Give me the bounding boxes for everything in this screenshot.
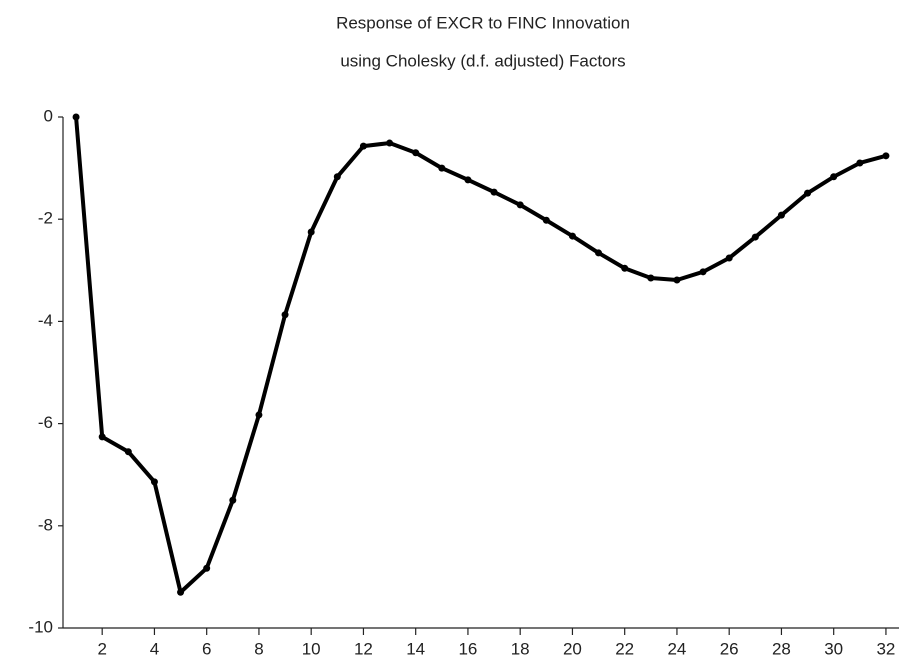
y-tick-label: -2 <box>38 209 53 228</box>
data-point <box>359 142 367 150</box>
data-point <box>333 173 341 181</box>
x-tick-label: 18 <box>511 639 530 658</box>
data-point <box>856 159 864 167</box>
data-point <box>150 478 158 486</box>
data-point <box>203 564 211 572</box>
data-point <box>386 139 394 147</box>
data-point <box>412 149 420 157</box>
data-point <box>464 176 472 184</box>
y-tick-label: -6 <box>38 413 53 432</box>
x-tick-label: 6 <box>202 639 211 658</box>
series-line <box>74 116 887 595</box>
y-tick-label: 0 <box>44 106 53 125</box>
data-point <box>568 232 576 240</box>
x-tick-label: 26 <box>720 639 739 658</box>
data-point <box>595 249 603 257</box>
x-tick-label: 22 <box>615 639 634 658</box>
y-tick-label: -4 <box>38 311 53 330</box>
data-point <box>281 311 289 319</box>
data-point <box>699 268 707 276</box>
data-point <box>124 448 132 456</box>
x-tick-label: 8 <box>254 639 263 658</box>
data-point <box>647 274 655 282</box>
chart-subtitle: using Cholesky (d.f. adjusted) Factors <box>340 51 625 70</box>
data-point <box>490 188 498 196</box>
data-point <box>830 173 838 181</box>
data-point <box>255 411 263 419</box>
x-tick-label: 10 <box>302 639 321 658</box>
x-tick-label: 24 <box>667 639 686 658</box>
y-tick-label: -10 <box>28 617 53 636</box>
data-point <box>438 164 446 172</box>
x-tick-label: 20 <box>563 639 582 658</box>
data-point <box>777 211 785 219</box>
data-point <box>229 496 237 504</box>
x-tick-label: 14 <box>406 639 425 658</box>
data-point <box>516 201 524 209</box>
data-point <box>725 254 733 262</box>
data-point <box>72 113 80 121</box>
y-tick-label: -8 <box>38 515 53 534</box>
data-point <box>621 264 629 272</box>
x-tick-label: 2 <box>97 639 106 658</box>
x-tick-label: 28 <box>772 639 791 658</box>
x-tick-label: 16 <box>458 639 477 658</box>
data-point <box>673 276 681 284</box>
x-tick-label: 32 <box>876 639 895 658</box>
data-point <box>177 588 185 596</box>
data-point <box>98 433 106 441</box>
x-tick-label: 12 <box>354 639 373 658</box>
x-tick-label: 30 <box>824 639 843 658</box>
data-point <box>307 228 315 236</box>
data-point <box>804 189 812 197</box>
data-point <box>751 233 759 241</box>
x-tick-label: 4 <box>150 639 159 658</box>
data-point <box>542 216 550 224</box>
data-point <box>882 152 890 160</box>
chart-title: Response of EXCR to FINC Innovation <box>336 13 630 32</box>
